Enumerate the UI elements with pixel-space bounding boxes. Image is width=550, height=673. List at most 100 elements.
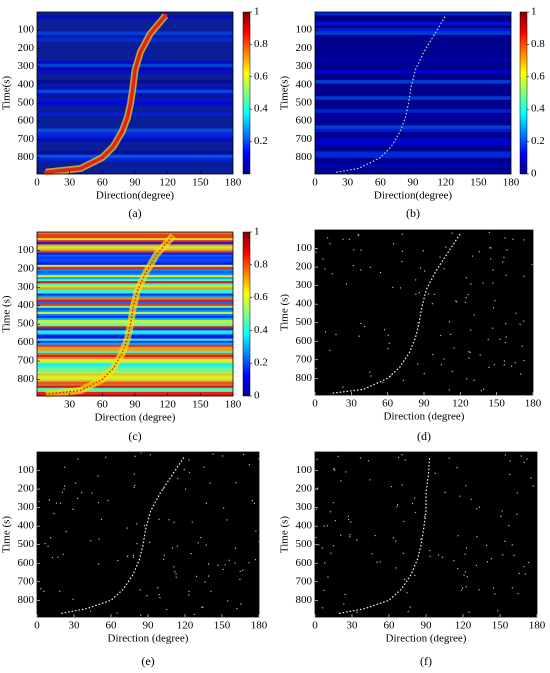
noise [315,251,317,253]
noise [352,264,354,267]
noise [191,521,193,523]
texture [37,334,233,337]
noise [358,335,360,337]
y-tick-label: 400 [18,78,35,90]
noise [364,325,366,328]
noise [532,485,534,487]
texture [37,246,233,249]
noise [505,336,507,338]
noise [504,454,507,456]
noise [315,367,317,370]
y-tick-label: 200 [18,42,35,54]
noise [370,375,372,377]
noise [44,543,46,545]
noise [486,561,489,563]
noise [80,491,83,494]
y-tick-label: 400 [296,520,313,532]
noise [333,467,335,470]
noise [453,347,455,349]
noise [162,488,165,490]
texture [37,346,233,350]
y-tick-label: 400 [296,78,313,90]
texture [37,128,233,133]
y-axis-label: Time (s) [279,294,291,332]
noise [197,542,199,544]
texture [37,350,233,354]
y-tick-label: 300 [18,60,35,72]
texture [315,31,511,35]
texture [37,112,233,116]
noise [59,590,61,592]
noise [478,251,480,253]
x-axis-label: Direction (degree) [384,411,465,423]
y-axis-label: Time (s) [279,516,291,554]
noise [188,471,191,474]
noise [348,238,350,240]
noise [356,611,358,614]
noise [190,552,192,555]
texture [37,270,233,274]
colorbar-tick-label: 0.2 [254,135,268,147]
noise [523,566,525,568]
texture [37,275,233,278]
y-tick-label: 600 [296,557,313,569]
y-tick-label: 600 [18,557,35,569]
texture [37,338,233,341]
caption: (d) [417,429,431,443]
noise [205,502,207,504]
noise [523,359,525,362]
noise [457,535,459,537]
noise [90,610,92,612]
y-tick-label: 100 [18,464,35,476]
texture [37,320,233,323]
y-tick-label: 800 [296,151,313,163]
noise [234,547,237,549]
texture [37,252,233,255]
noise [388,342,390,344]
noise [503,360,506,362]
texture [37,285,233,288]
y-tick-label: 100 [296,464,313,476]
y-tick-label: 500 [296,538,313,550]
noise [475,564,477,566]
noise [530,477,532,479]
noise [212,453,214,455]
noise [487,338,489,341]
texture [37,367,233,370]
track [339,455,431,614]
noise [174,571,176,573]
noise [163,558,165,561]
noise [520,373,522,375]
noise [117,559,119,562]
noise [417,363,419,365]
noise [369,371,371,373]
noise [523,275,525,277]
texture [315,115,511,120]
noise [485,544,488,546]
panel: 0 30 60 90 120 150 180 100 200 300 400 500 600 700 800… [1,451,268,668]
noise [184,488,187,490]
caption: (e) [141,654,154,668]
noise [379,272,382,274]
noise [369,266,371,269]
noise [57,556,59,558]
noise [316,458,318,461]
texture [37,387,233,391]
texture [37,383,233,387]
y-tick-label: 600 [18,336,35,348]
x-tick-label: 90 [421,620,433,632]
texture [37,260,233,264]
noise [210,590,212,592]
noise [420,538,422,540]
noise [97,475,99,477]
noise [163,554,165,556]
track [336,14,447,173]
noise [316,487,319,489]
texture [37,328,233,331]
noise [478,589,480,591]
y-tick-label: 200 [296,42,313,54]
noise [494,300,496,302]
noise [379,561,381,563]
y-tick-label: 200 [18,483,35,495]
